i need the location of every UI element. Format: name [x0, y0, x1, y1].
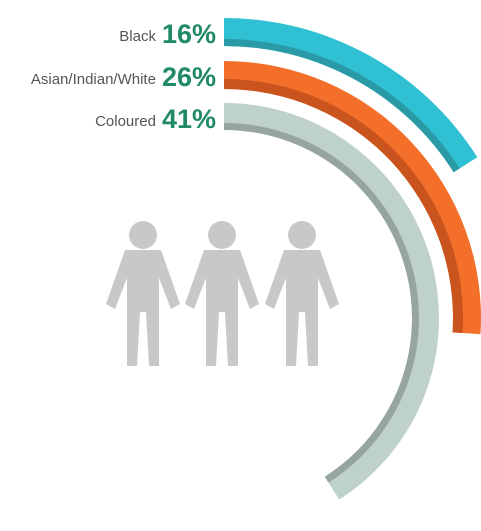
- arc-coloured: [224, 103, 439, 500]
- category-label-coloured: Coloured: [95, 113, 156, 130]
- label-group: 16% Black 26% Asian/Indian/White 41% Coloured: [31, 19, 216, 134]
- value-label-asian-indian-white: 26%: [162, 62, 216, 92]
- category-label-asian-indian-white: Asian/Indian/White: [31, 71, 156, 88]
- arc-black: [224, 18, 478, 173]
- arc-asian-indian-white: [224, 61, 481, 335]
- category-label-black: Black: [119, 28, 156, 45]
- person-icon: [265, 221, 339, 366]
- people-illustration: [106, 221, 339, 366]
- arc-shade-black: [224, 39, 460, 173]
- arc-group: [224, 18, 481, 500]
- value-label-black: 16%: [162, 19, 216, 49]
- person-icon: [106, 221, 180, 366]
- person-icon: [185, 221, 259, 366]
- value-label-coloured: 41%: [162, 104, 216, 134]
